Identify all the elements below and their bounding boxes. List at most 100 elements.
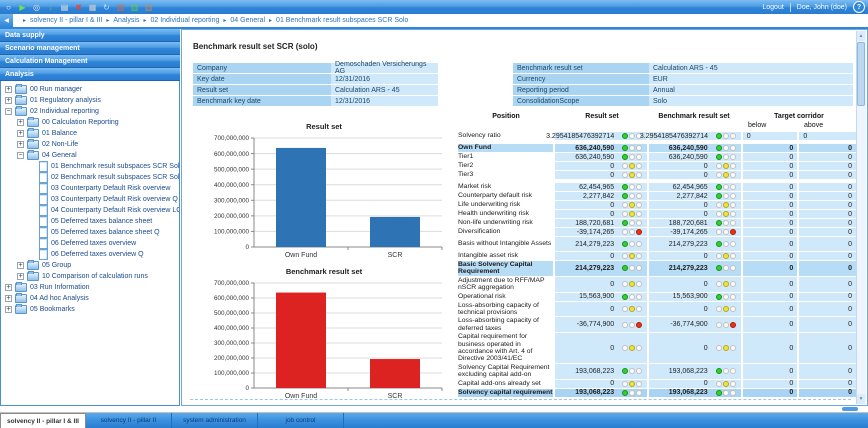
expand-icon[interactable]: +	[17, 141, 24, 148]
corridor-below-value: 0	[742, 162, 798, 170]
report-red-icon[interactable]: ▥	[116, 2, 125, 12]
breadcrumb-item[interactable]: solvency II - pillar I & III	[30, 17, 103, 24]
expand-icon[interactable]: +	[5, 295, 12, 302]
tree-item[interactable]: 06 Deferred taxes overview Q	[1, 249, 179, 260]
package-icon[interactable]: ▥	[144, 2, 153, 12]
chart-title: Benchmark result set	[285, 267, 363, 276]
status-light	[617, 237, 648, 251]
tree-item[interactable]: 03 Counterparty Default Risk overview Q	[1, 194, 179, 205]
tree-item[interactable]: +01 Regulatory analysis	[1, 95, 179, 106]
sidebar-section-scenario-management[interactable]: Scenario management	[0, 42, 180, 55]
corridor-above-value: 0	[799, 379, 857, 388]
tree-item[interactable]: 06 Deferred taxes overview	[1, 238, 179, 249]
benchmark-value: 214,279,223	[649, 261, 711, 276]
tree-item[interactable]: +00 Run manager	[1, 84, 179, 95]
tree-item[interactable]: +03 Run Information	[1, 282, 179, 293]
traffic-light-red	[729, 253, 736, 259]
expand-icon[interactable]: +	[5, 86, 12, 93]
collapse-icon[interactable]: −	[5, 108, 12, 115]
breadcrumb: ▸ solvency II - pillar I & III ▸ Analysis ▸ 0…	[13, 17, 408, 24]
tab-solvency-ii-pillar-i-iii[interactable]: solvency II - pillar I & III	[0, 413, 86, 428]
breadcrumb-item[interactable]: Analysis	[113, 17, 140, 24]
help-icon[interactable]: ?	[853, 1, 865, 13]
tree-item[interactable]: +10 Comparison of calculation runs	[1, 271, 179, 282]
table-subheader: below above	[458, 122, 856, 129]
tab-solvency-ii-pillar-ii[interactable]: solvency II - pillar II	[86, 413, 172, 428]
tree-item[interactable]: 03 Counterparty Default Risk overview	[1, 183, 179, 194]
sidebar-section-calculation-management[interactable]: Calculation Management	[0, 55, 180, 68]
traffic-light-green	[715, 154, 722, 160]
traffic-light-green	[715, 253, 722, 259]
expand-icon[interactable]: +	[17, 119, 24, 126]
collapse-sidebar-icon[interactable]: ◀	[0, 14, 13, 27]
tree-item[interactable]: +05 Group	[1, 260, 179, 271]
corridor-below-value: 0	[742, 317, 798, 333]
expand-icon[interactable]: +	[5, 97, 12, 104]
run-icon[interactable]: ▶	[19, 2, 26, 12]
horizontal-scrollbar[interactable]	[842, 407, 858, 411]
logout-button[interactable]: Logout	[762, 3, 784, 11]
app-logo-icon[interactable]: ○	[6, 2, 11, 12]
tree-item[interactable]: 05 Deferred taxes balance sheet Q	[1, 227, 179, 238]
tree-item[interactable]: +00 Calculation Reporting	[1, 117, 179, 128]
axis-tick-label: 500,000,000	[214, 166, 250, 173]
status-light	[710, 333, 741, 363]
collapse-icon[interactable]: −	[17, 152, 24, 159]
import-icon[interactable]: ↓	[48, 2, 53, 12]
info-value: Annual	[649, 85, 853, 95]
tree-item[interactable]: +02 Non-Life	[1, 139, 179, 150]
tree-item[interactable]: +01 Balance	[1, 128, 179, 139]
tree-item[interactable]: − 02 Individual reporting	[1, 106, 179, 117]
result-value: 0	[555, 210, 618, 218]
top-toolbar: ○ ▶ ◎ ↓ ▤ ✖ ▦ ↻ ▥ ▥ ▥ Logout Doe, John (doe) ?	[0, 0, 868, 15]
tree-item[interactable]: +05 Bookmarks	[1, 304, 179, 315]
breadcrumb-item[interactable]: 01 Benchmark result subspaces SCR Solo	[276, 17, 409, 24]
search-icon[interactable]: ◎	[33, 2, 40, 12]
tree-item[interactable]: 01 Benchmark result subspaces SCR Solo	[1, 161, 179, 172]
refresh-icon[interactable]: ↻	[103, 2, 110, 12]
table-row: Basis without Intangible Assets 214,279,2…	[458, 237, 857, 251]
status-light	[710, 237, 741, 251]
breadcrumb-item[interactable]: 02 Individual reporting	[150, 17, 220, 24]
tree-item[interactable]: 05 Deferred taxes balance sheet	[1, 216, 179, 227]
tree-item-label: 04 Ad hoc Analysis	[30, 295, 89, 302]
traffic-light-red	[636, 389, 643, 396]
expand-icon[interactable]: +	[17, 130, 24, 137]
user-menu[interactable]: Doe, John (doe)	[796, 3, 847, 11]
delete-icon[interactable]: ✖	[75, 2, 82, 12]
traffic-light-green	[715, 265, 722, 272]
sidebar-section-analysis[interactable]: Analysis	[0, 68, 180, 81]
tree-item[interactable]: 02 Benchmark result subspaces SCR Solo Q	[1, 172, 179, 183]
status-light	[710, 388, 741, 397]
column-header-position: Position	[492, 113, 520, 120]
row-label: Capital requirement for business operate…	[458, 333, 533, 363]
traffic-light-yellow	[722, 253, 729, 259]
tree-item-label: 10 Comparison of calculation runs	[42, 273, 148, 280]
tab-system-administration[interactable]: system administration	[172, 413, 258, 428]
traffic-light-green	[622, 172, 629, 178]
save-icon[interactable]: ▦	[88, 2, 97, 12]
sidebar-section-data-supply[interactable]: Data supply	[0, 29, 180, 42]
corridor-below-value: 0	[742, 333, 798, 363]
tree-item[interactable]: +04 Ad hoc Analysis	[1, 293, 179, 304]
bar-scr	[370, 216, 420, 247]
scroll-up-icon[interactable]: ▲	[857, 31, 865, 41]
report-green-icon[interactable]: ▥	[130, 2, 139, 12]
benchmark-value: 15,563,900	[649, 292, 711, 301]
edit-icon[interactable]: ▤	[60, 2, 69, 12]
expand-icon[interactable]: +	[5, 284, 12, 291]
breadcrumb-item[interactable]: 04 General	[230, 17, 266, 24]
tab-job-control[interactable]: job control	[258, 413, 344, 428]
corridor-above-value: 0	[799, 333, 857, 363]
vertical-scrollbar[interactable]: ▲ ▼	[856, 31, 866, 404]
expand-icon[interactable]: +	[17, 273, 24, 280]
expand-icon[interactable]: +	[5, 306, 12, 313]
expand-icon[interactable]: +	[17, 262, 24, 269]
benchmark-value: 0	[649, 171, 711, 179]
corridor-above-value: 0	[799, 219, 857, 227]
status-light	[710, 201, 741, 209]
tree-item[interactable]: − 04 General	[1, 150, 179, 161]
scrollbar-thumb[interactable]	[857, 42, 865, 106]
tree-item[interactable]: 04 Counterparty Default Risk overview LG…	[1, 205, 179, 216]
scroll-down-icon[interactable]: ▼	[857, 394, 865, 404]
